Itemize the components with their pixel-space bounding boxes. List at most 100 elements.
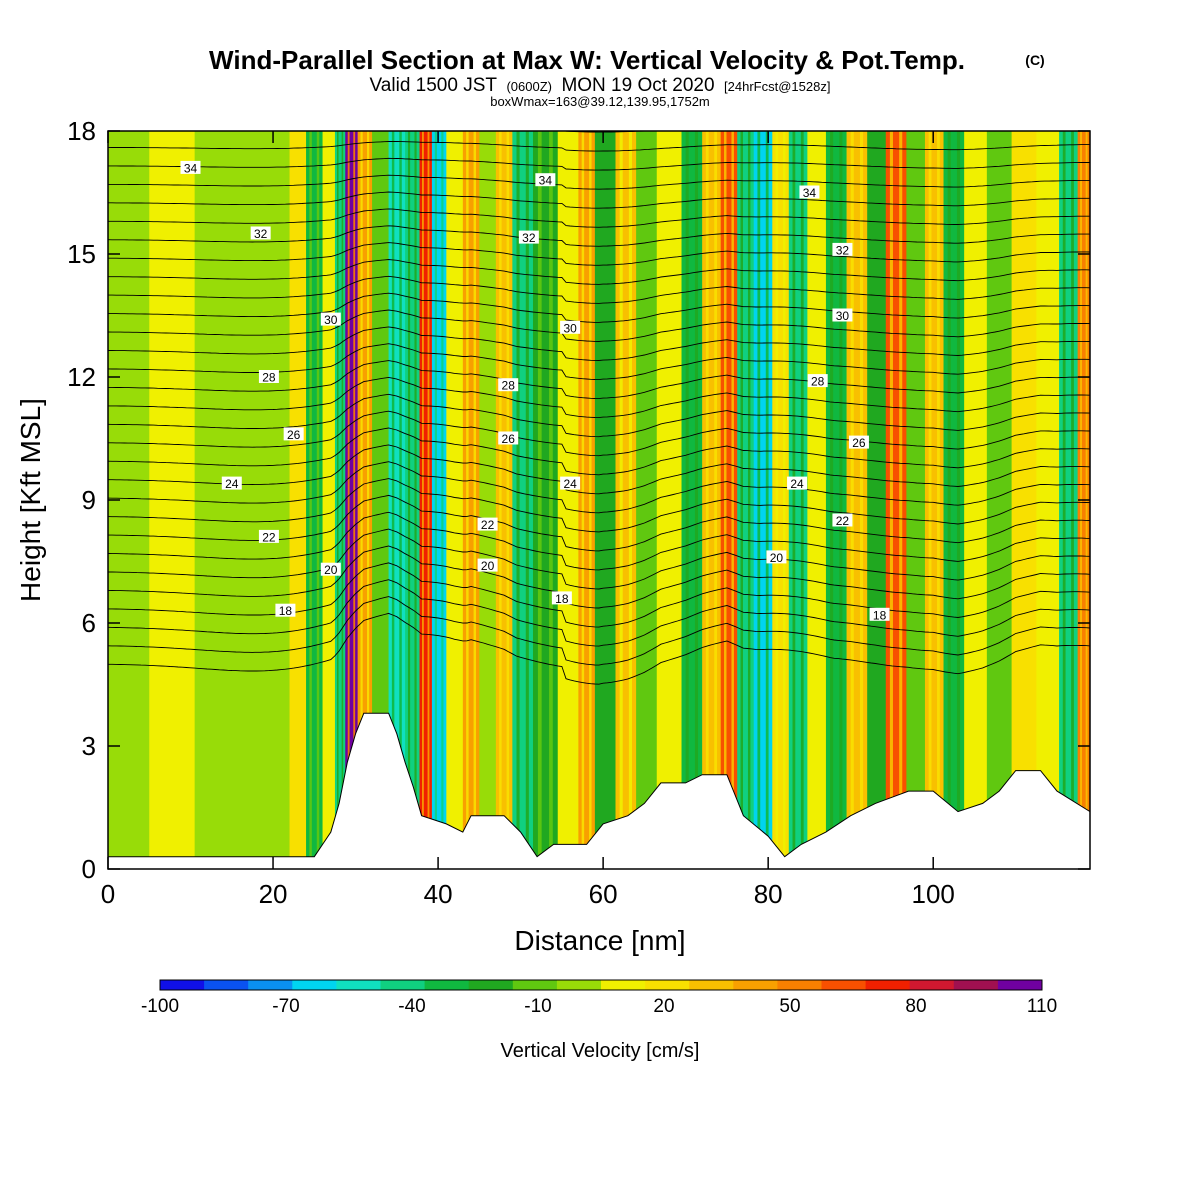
contour-label-bg	[180, 160, 201, 174]
colorbar-swatch	[821, 980, 867, 990]
theta-contour-line	[108, 376, 1090, 419]
y-tick-label: 9	[82, 485, 96, 515]
colorbar-swatch	[512, 980, 558, 990]
x-tick-label: 0	[101, 879, 115, 909]
contour-label-bg	[477, 558, 498, 572]
colorbar-swatch	[160, 980, 205, 990]
theta-contour-line	[108, 242, 1090, 266]
velocity-band	[423, 131, 428, 869]
copyright-mark: (C)	[1025, 52, 1044, 68]
velocity-band	[468, 131, 474, 869]
contour-label-bg	[848, 435, 869, 449]
velocity-band	[410, 131, 415, 869]
velocity-band	[501, 131, 507, 869]
contour-label: 32	[254, 227, 268, 241]
velocity-band	[394, 131, 400, 869]
subtitle-forecast: [24hrFcst@1528z]	[724, 79, 830, 94]
velocity-band	[867, 131, 887, 869]
subtitle-date: MON 19 Oct 2020	[561, 75, 714, 96]
theta-contour-line	[108, 208, 1090, 228]
colorbar-label: 50	[779, 996, 800, 1017]
colorbar-label: 110	[1027, 996, 1057, 1017]
velocity-band	[656, 131, 683, 869]
contour-label-bg	[518, 230, 539, 244]
x-tick-label: 100	[912, 879, 955, 909]
contour-label-bg	[320, 312, 341, 326]
theta-contour-line	[108, 292, 1090, 323]
y-tick-label: 18	[67, 116, 96, 146]
contour-label: 30	[836, 309, 850, 323]
colorbar-label: -10	[524, 996, 551, 1017]
colorbar-swatch	[424, 980, 470, 990]
y-tick-label: 3	[82, 731, 96, 761]
colorbar-swatch	[865, 980, 911, 990]
theta-contour-line	[108, 461, 1090, 514]
contour-label-bg	[250, 226, 271, 240]
colorbar-swatch	[601, 980, 646, 990]
contour-label: 28	[811, 375, 825, 389]
theta-contour-line	[108, 410, 1090, 457]
theta-contour-labels: 34 32 30 28 26 24 22 20 18 34 32 30 28 26 24 22 20 18 34 32…	[180, 160, 890, 622]
theta-contour-line	[108, 596, 1090, 666]
contour-label-bg	[258, 370, 279, 383]
contour-label-bg	[560, 476, 581, 490]
plot-area: 3432302826242220183432302826242220183432…	[67, 116, 1091, 909]
contour-label: 32	[836, 243, 850, 257]
contour-label: 32	[522, 231, 536, 245]
contour-label: 30	[324, 313, 338, 327]
y-axis-label: Height [Kft MSL]	[15, 398, 46, 602]
velocity-band	[372, 131, 390, 869]
velocity-band	[853, 131, 860, 869]
colorbar-swatch	[292, 980, 337, 990]
contour-label-bg	[766, 550, 787, 564]
x-axis-label: Distance [nm]	[514, 925, 685, 956]
velocity-band	[362, 131, 368, 869]
velocity-band	[446, 131, 464, 869]
theta-contour-line	[108, 478, 1090, 533]
velocity-band	[950, 131, 957, 869]
contour-label: 24	[563, 477, 577, 491]
colorbar: -100 -70 -40 -10 20 50 80 110	[141, 979, 1057, 1017]
colorbar-title: Vertical Velocity [cm/s]	[501, 1040, 700, 1062]
contour-label: 24	[790, 477, 804, 491]
colorbar-label: -100	[141, 996, 179, 1017]
theta-contour-line	[108, 562, 1090, 628]
y-tick-label: 0	[82, 854, 96, 884]
theta-contour-line	[108, 309, 1090, 342]
x-tick-label: 40	[424, 879, 453, 909]
colorbar-swatch	[733, 980, 778, 990]
theta-contour-line	[108, 326, 1090, 361]
colorbar-swatch	[336, 980, 381, 990]
theta-contour-line	[108, 612, 1090, 685]
colorbar-swatch	[997, 980, 1043, 990]
velocity-band	[1011, 131, 1037, 869]
colorbar-swatch	[645, 980, 690, 990]
subtitle-valid: Valid 1500 JST	[370, 75, 498, 96]
theta-contour-line	[108, 157, 1090, 171]
theta-contour-line	[108, 545, 1090, 609]
theta-contour-line	[108, 275, 1090, 304]
theta-contour-line	[108, 174, 1090, 190]
velocity-band	[322, 131, 336, 869]
velocity-band	[688, 131, 695, 869]
contour-label-bg	[807, 374, 828, 388]
velocity-band	[194, 131, 254, 869]
velocity-band	[622, 131, 629, 869]
chart-title: Wind-Parallel Section at Max W: Vertical…	[209, 45, 965, 75]
contour-label-bg	[832, 513, 853, 527]
theta-contour-line	[108, 427, 1090, 476]
contour-label: 26	[502, 432, 516, 446]
y-tick-label: 15	[67, 239, 96, 269]
contour-label: 30	[563, 321, 577, 335]
colorbar-swatch	[556, 980, 602, 990]
contour-label: 22	[836, 514, 850, 528]
theta-contour-line	[108, 259, 1090, 285]
contour-label: 18	[555, 592, 569, 606]
velocity-band	[311, 131, 317, 869]
contour-label-bg	[787, 476, 808, 490]
contour-label-bg	[258, 529, 279, 543]
contour-label-bg	[498, 431, 519, 445]
theta-contour-line	[108, 444, 1090, 495]
velocity-band	[931, 131, 938, 869]
